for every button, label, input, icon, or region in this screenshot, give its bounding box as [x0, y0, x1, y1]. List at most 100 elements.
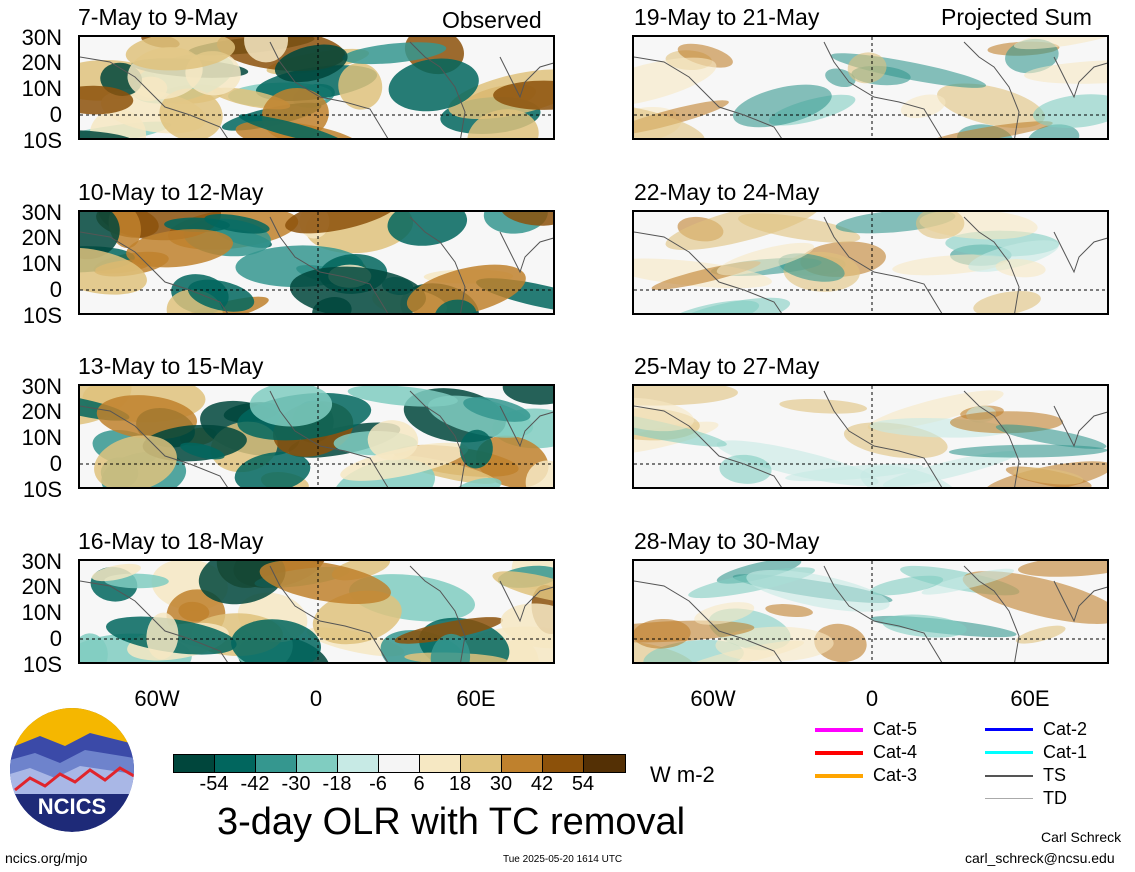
olr-field-obs-3	[80, 386, 553, 487]
panel-title-proj-3: 25-May to 27-May	[634, 353, 820, 379]
observed-label: Observed	[442, 7, 542, 33]
lat-label-3-1: 30N	[21, 374, 62, 399]
map-obs-4	[78, 559, 555, 664]
lat-label-1-1: 30N	[21, 25, 62, 50]
lat-label-3-5: 10S	[22, 477, 62, 502]
olr-field-proj-4	[634, 561, 1107, 662]
colorbar-label-3: -30	[281, 773, 311, 795]
lat-label-4-4: 0	[49, 626, 62, 651]
lat-label-4-3: 10N	[21, 600, 62, 625]
lon-label-0-left: 0	[309, 686, 323, 711]
tc-legend-line	[985, 798, 1033, 799]
colorbar-label-8: 30	[489, 773, 513, 795]
colorbar-label-10: 54	[571, 773, 595, 795]
colorbar-swatch-3	[256, 755, 297, 772]
colorbar-swatch-1	[174, 755, 215, 772]
tc-legend-label: Cat-4	[873, 742, 918, 762]
tc-legend-line	[985, 751, 1033, 754]
lat-label-2-5: 10S	[22, 303, 62, 328]
lat-label-2-1: 30N	[21, 200, 62, 225]
colorbar-swatch-6	[379, 755, 420, 772]
tc-legend-line	[815, 773, 863, 778]
map-obs-2	[78, 210, 555, 315]
tc-legend-label: Cat-3	[873, 765, 918, 785]
tc-legend-line	[985, 728, 1033, 731]
author-name: Carl Schreck	[1041, 829, 1122, 845]
lat-label-4-2: 20N	[21, 574, 62, 599]
tc-legend-label: Cat-1	[1043, 742, 1088, 762]
tc-legend-cat-2: Cat-2	[985, 719, 1087, 740]
colorbar-label-5: -6	[369, 773, 387, 795]
tc-legend-line	[985, 774, 1033, 777]
olr-field-obs-4	[80, 561, 553, 662]
olr-field-obs-1	[80, 37, 553, 138]
colorbar-swatch-11	[584, 755, 625, 772]
olr-field-proj-1	[634, 37, 1107, 138]
colorbar-swatch-2	[215, 755, 256, 772]
tc-legend-cat-4: Cat-4	[815, 742, 917, 763]
projected-label: Projected Sum	[941, 4, 1092, 30]
map-proj-2	[632, 210, 1109, 315]
colorbar	[173, 754, 626, 773]
site-link[interactable]: ncics.org/mjo	[5, 850, 88, 866]
lat-label-3-2: 20N	[21, 399, 62, 424]
colorbar-label-2: -42	[240, 773, 270, 795]
lon-label-60e-left: 60E	[456, 686, 496, 711]
tc-legend-label: TS	[1043, 765, 1067, 785]
tc-legend-ts: TS	[985, 765, 1066, 786]
panel-title-obs-1: 7-May to 9-May	[78, 4, 238, 30]
panel-title-obs-2: 10-May to 12-May	[78, 179, 264, 205]
lat-label-1-5: 10S	[22, 128, 62, 153]
colorbar-label-6: 6	[413, 773, 425, 795]
lat-label-4-5: 10S	[22, 652, 62, 677]
lon-label-0-right: 0	[865, 686, 879, 711]
lon-label-60w-left: 60W	[134, 686, 180, 711]
colorbar-swatch-10	[543, 755, 584, 772]
tc-legend-label: Cat-2	[1043, 719, 1088, 739]
svg-text:NCICS: NCICS	[38, 794, 106, 819]
colorbar-label-9: 42	[530, 773, 554, 795]
main-title: 3-day OLR with TC removal	[217, 801, 686, 843]
olr-field-proj-3	[634, 386, 1107, 487]
colorbar-swatch-8	[461, 755, 502, 772]
lat-label-4-1: 30N	[21, 549, 62, 574]
olr-field-obs-2	[80, 212, 553, 313]
lat-label-2-2: 20N	[21, 225, 62, 250]
tc-legend-cat-1: Cat-1	[985, 742, 1087, 763]
lat-label-1-3: 10N	[21, 76, 62, 101]
map-obs-1	[78, 35, 555, 140]
colorbar-label-7: 18	[448, 773, 472, 795]
tc-legend-td: TD	[985, 788, 1067, 809]
map-obs-3	[78, 384, 555, 489]
colorbar-label-1: -54	[199, 773, 229, 795]
tc-legend-label: TD	[1043, 788, 1067, 808]
lat-label-2-4: 0	[49, 277, 62, 302]
colorbar-swatch-7	[420, 755, 461, 772]
tc-legend-line	[815, 727, 863, 732]
colorbar-swatch-4	[297, 755, 338, 772]
author-email[interactable]: carl_schreck@ncsu.edu	[965, 850, 1115, 866]
panel-title-proj-4: 28-May to 30-May	[634, 528, 820, 554]
panel-title-proj-1: 19-May to 21-May	[634, 4, 820, 30]
ncics-logo[interactable]: NCICS	[10, 708, 134, 832]
lon-label-60w-right: 60W	[690, 686, 736, 711]
lat-label-1-4: 0	[49, 102, 62, 127]
colorbar-label-4: -18	[322, 773, 352, 795]
tc-legend-cat-3: Cat-3	[815, 765, 917, 786]
lat-label-1-2: 20N	[21, 50, 62, 75]
olr-field-proj-2	[634, 212, 1107, 313]
tc-legend-line	[815, 750, 863, 755]
map-proj-4	[632, 559, 1109, 664]
units-label: W m-2	[650, 762, 715, 787]
tc-legend-label: Cat-5	[873, 719, 918, 739]
colorbar-swatch-5	[338, 755, 379, 772]
panel-title-obs-4: 16-May to 18-May	[78, 528, 264, 554]
lat-label-3-4: 0	[49, 451, 62, 476]
tc-legend-cat-5: Cat-5	[815, 719, 917, 740]
timestamp: Tue 2025-05-20 1614 UTC	[503, 854, 623, 865]
lat-label-3-3: 10N	[21, 425, 62, 450]
panel-title-proj-2: 22-May to 24-May	[634, 179, 820, 205]
panel-title-obs-3: 13-May to 15-May	[78, 353, 264, 379]
map-proj-3	[632, 384, 1109, 489]
map-proj-1	[632, 35, 1109, 140]
